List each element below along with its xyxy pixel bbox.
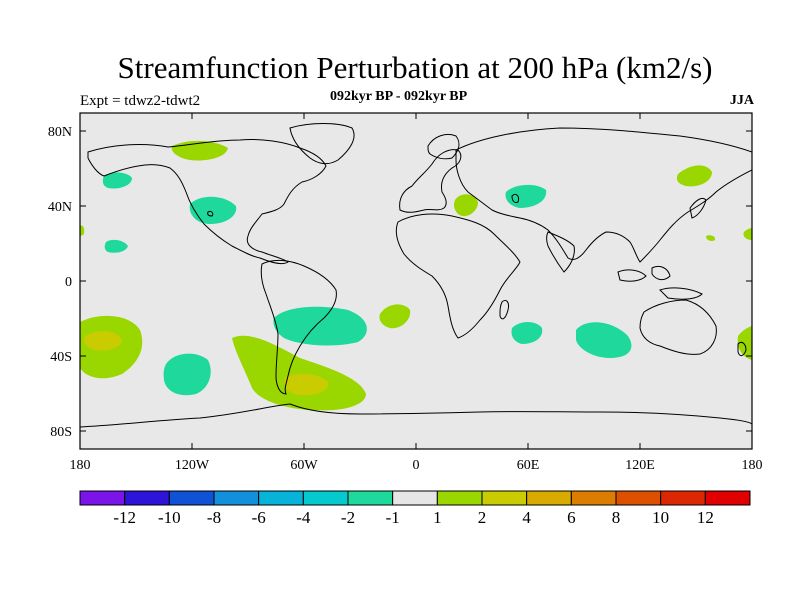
- contour-region-positive: [171, 140, 228, 161]
- lat-label: 80S: [50, 425, 72, 440]
- lat-label: 0: [65, 275, 72, 290]
- plot-title: Streamfunction Perturbation at 200 hPa (…: [117, 50, 713, 85]
- colorbar-swatch: [615, 490, 662, 506]
- period-label: 092kyr BP - 092kyr BP: [330, 89, 468, 104]
- lat-label: 40N: [48, 200, 72, 215]
- colorbar-swatch: [258, 490, 304, 506]
- colorbar-label: 8: [612, 508, 621, 527]
- contour-region-negative: [576, 322, 632, 358]
- contour-region-negative: [163, 353, 211, 396]
- colorbar-label: -12: [113, 508, 136, 527]
- colorbar-swatch: [704, 490, 751, 506]
- map-background: [80, 113, 752, 449]
- contour-region-positive-strong: [84, 331, 122, 351]
- map-axes: 80N 40N 0 40S 80S 180 120W 60W 0 60E 120E 180: [48, 113, 763, 473]
- lat-label: 80N: [48, 125, 72, 140]
- colorbar-label: 2: [478, 508, 487, 527]
- colorbar-swatch: [526, 490, 572, 506]
- contour-region-positive: [454, 194, 478, 217]
- colorbar-swatch: [660, 490, 706, 506]
- contour-region-positive: [379, 304, 411, 329]
- colorbar-label: -10: [158, 508, 181, 527]
- lon-label: 120E: [625, 458, 655, 473]
- lon-label: 60E: [517, 458, 540, 473]
- colorbar-swatch: [213, 490, 260, 506]
- colorbar-swatch: [124, 490, 170, 506]
- contour-region-positive: [676, 165, 712, 187]
- lon-label: 120W: [175, 458, 210, 473]
- lon-label: 60W: [290, 458, 318, 473]
- lon-label: 0: [413, 458, 420, 473]
- colorbar-swatch: [302, 490, 349, 506]
- contour-region-positive: [232, 335, 366, 411]
- colorbar-swatch: [79, 490, 126, 506]
- colorbar-swatch: [481, 490, 528, 506]
- lat-label: 40S: [50, 350, 72, 365]
- colorbar-label: 12: [697, 508, 714, 527]
- contour-fills: [80, 140, 752, 411]
- colorbar-label: 10: [652, 508, 669, 527]
- season-label: JJA: [729, 93, 754, 108]
- colorbar-label: -8: [207, 508, 221, 527]
- contour-region-positive-strong: [284, 373, 329, 396]
- colorbar-swatch: [347, 490, 394, 506]
- colorbar-label: -4: [296, 508, 311, 527]
- contour-region-positive: [80, 225, 85, 236]
- colorbar-label: 6: [567, 508, 576, 527]
- contour-region-positive: [743, 228, 752, 240]
- colorbar-label: 4: [522, 508, 531, 527]
- colorbar-label: 1: [433, 508, 442, 527]
- lon-label: 180: [70, 458, 91, 473]
- contour-region-positive: [706, 235, 716, 241]
- colorbar-swatch: [392, 490, 438, 506]
- colorbar-swatch: [570, 490, 617, 506]
- colorbar-label: -1: [386, 508, 400, 527]
- colorbar: -12 -10 -8 -6 -4 -2 -1 1 2 4 6 8 10 12: [79, 490, 751, 527]
- contour-region-negative: [273, 306, 367, 346]
- lon-label: 180: [742, 458, 763, 473]
- contour-region-negative: [102, 172, 132, 189]
- contour-region-negative: [104, 239, 128, 253]
- colorbar-label: -6: [252, 508, 266, 527]
- colorbar-swatch: [168, 490, 215, 506]
- contour-region-negative: [189, 196, 237, 224]
- colorbar-label: -2: [341, 508, 355, 527]
- experiment-label: Expt = tdwz2-tdwt2: [80, 93, 201, 109]
- contour-region-negative: [511, 322, 543, 344]
- contour-region-positive: [737, 326, 752, 360]
- colorbar-swatch: [436, 490, 483, 506]
- coastlines: [80, 123, 752, 428]
